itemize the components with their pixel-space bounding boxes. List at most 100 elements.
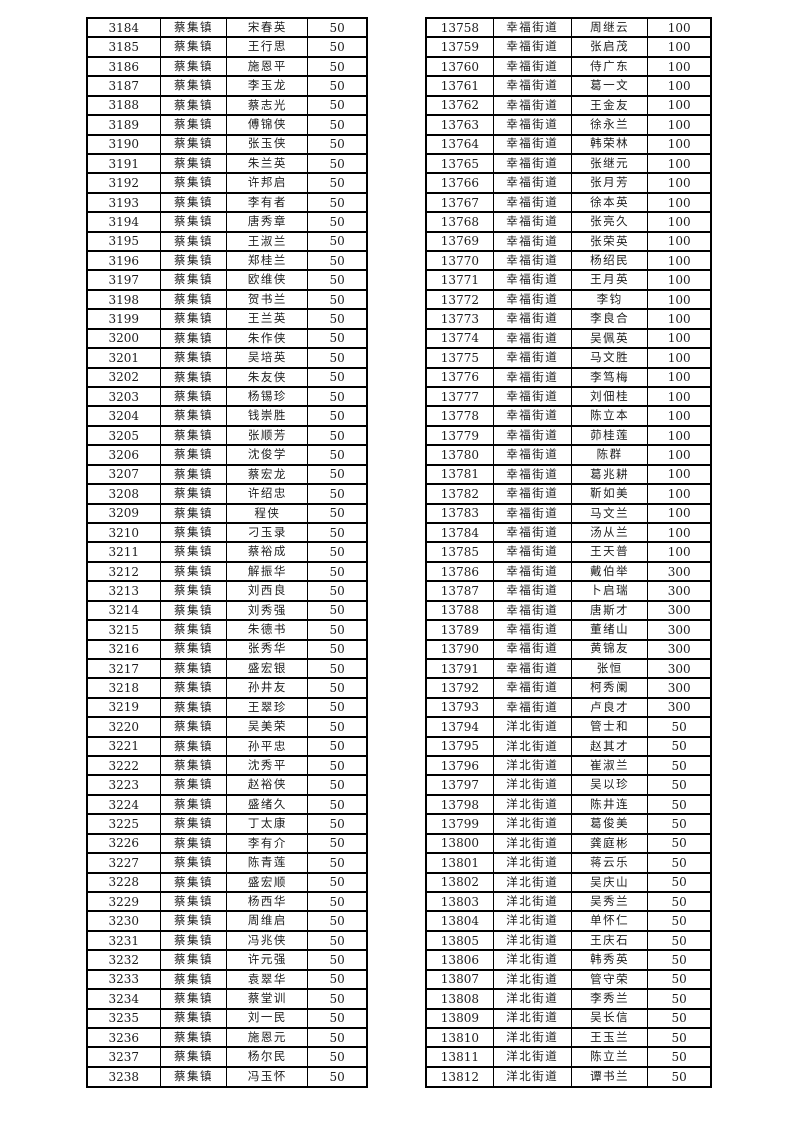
cell-name: 冯玉怀 bbox=[226, 1065, 309, 1089]
cell-serial: 3189 bbox=[86, 114, 161, 136]
cell-amount: 50 bbox=[307, 405, 368, 427]
cell-serial: 3215 bbox=[86, 619, 161, 641]
cell-serial: 3185 bbox=[86, 36, 161, 58]
cell-township: 幸福街道 bbox=[492, 366, 572, 389]
cell-serial: 13788 bbox=[425, 599, 494, 622]
cell-amount: 300 bbox=[647, 638, 712, 660]
cell-township: 幸福街道 bbox=[492, 55, 572, 78]
cell-amount: 50 bbox=[307, 308, 368, 330]
cell-township: 洋北街道 bbox=[492, 910, 572, 932]
cell-serial: 13807 bbox=[425, 968, 494, 991]
cell-township: 幸福街道 bbox=[492, 463, 572, 486]
cell-amount: 100 bbox=[647, 327, 712, 350]
cell-amount: 100 bbox=[647, 133, 712, 155]
table-row: 13788 幸福街道 唐斯才 300 bbox=[425, 599, 712, 622]
cell-township: 幸福街道 bbox=[492, 230, 572, 253]
cell-amount: 50 bbox=[307, 191, 368, 214]
cell-township: 蔡集镇 bbox=[159, 172, 228, 194]
cell-amount: 100 bbox=[647, 211, 712, 233]
cell-township: 幸福街道 bbox=[492, 502, 572, 524]
cell-amount: 100 bbox=[647, 463, 712, 486]
cell-serial: 13772 bbox=[425, 288, 494, 311]
cell-township: 蔡集镇 bbox=[159, 910, 228, 932]
cell-name: 傅锦侠 bbox=[226, 114, 309, 136]
table-row: 13785 幸福街道 王天普 100 bbox=[425, 541, 712, 563]
table-row: 13798 洋北街道 陈井连 50 bbox=[425, 793, 712, 816]
cell-serial: 13760 bbox=[425, 55, 494, 78]
cell-serial: 13762 bbox=[425, 94, 494, 117]
cell-township: 幸福街道 bbox=[492, 696, 572, 719]
cell-name: 张荣英 bbox=[570, 230, 649, 253]
cell-name: 韩秀英 bbox=[570, 949, 649, 971]
cell-name: 蔡宏龙 bbox=[226, 463, 309, 486]
cell-amount: 50 bbox=[307, 424, 368, 447]
cell-name: 王庆石 bbox=[570, 929, 649, 952]
cell-serial: 13758 bbox=[425, 16, 494, 39]
cell-township: 蔡集镇 bbox=[159, 114, 228, 136]
cell-amount: 50 bbox=[647, 968, 712, 991]
table-row: 3233 蔡集镇 袁翠华 50 bbox=[86, 968, 368, 991]
table-row: 13786 幸福街道 戴伯举 300 bbox=[425, 560, 712, 583]
cell-township: 蔡集镇 bbox=[159, 599, 228, 622]
table-row: 3229 蔡集镇 杨西华 50 bbox=[86, 890, 368, 913]
cell-name: 黄锦友 bbox=[570, 638, 649, 660]
table-row: 3192 蔡集镇 许邦启 50 bbox=[86, 172, 368, 194]
cell-amount: 50 bbox=[307, 250, 368, 272]
cell-amount: 100 bbox=[647, 55, 712, 78]
table-row: 3230 蔡集镇 周维启 50 bbox=[86, 910, 368, 932]
cell-name: 单怀仁 bbox=[570, 910, 649, 932]
cell-name: 施恩元 bbox=[226, 1026, 309, 1049]
cell-township: 蔡集镇 bbox=[159, 677, 228, 699]
cell-serial: 13785 bbox=[425, 541, 494, 563]
cell-amount: 50 bbox=[647, 1007, 712, 1029]
table-row: 3190 蔡集镇 张玉侠 50 bbox=[86, 133, 368, 155]
cell-township: 幸福街道 bbox=[492, 308, 572, 330]
table-row: 13808 洋北街道 李秀兰 50 bbox=[425, 988, 712, 1010]
cell-name: 王淑兰 bbox=[226, 230, 309, 253]
cell-township: 蔡集镇 bbox=[159, 385, 228, 408]
cell-serial: 3217 bbox=[86, 657, 161, 680]
cell-amount: 100 bbox=[647, 308, 712, 330]
cell-township: 洋北街道 bbox=[492, 813, 572, 835]
table-row: 13781 幸福街道 葛兆耕 100 bbox=[425, 463, 712, 486]
table-row: 3201 蔡集镇 吴培英 50 bbox=[86, 347, 368, 369]
cell-township: 蔡集镇 bbox=[159, 1065, 228, 1089]
cell-amount: 50 bbox=[307, 677, 368, 699]
cell-amount: 50 bbox=[307, 172, 368, 194]
cell-serial: 13791 bbox=[425, 657, 494, 680]
cell-amount: 50 bbox=[647, 929, 712, 952]
cell-serial: 13765 bbox=[425, 152, 494, 175]
cell-serial: 3203 bbox=[86, 385, 161, 408]
cell-township: 幸福街道 bbox=[492, 599, 572, 622]
table-row: 13802 洋北街道 吴庆山 50 bbox=[425, 871, 712, 894]
cell-serial: 13778 bbox=[425, 405, 494, 427]
cell-serial: 3233 bbox=[86, 968, 161, 991]
cell-amount: 50 bbox=[647, 1046, 712, 1068]
cell-serial: 13810 bbox=[425, 1026, 494, 1049]
cell-township: 蔡集镇 bbox=[159, 871, 228, 894]
cell-township: 洋北街道 bbox=[492, 890, 572, 913]
cell-name: 蔡堂训 bbox=[226, 988, 309, 1010]
cell-amount: 50 bbox=[647, 735, 712, 758]
table-row: 3186 蔡集镇 施恩平 50 bbox=[86, 55, 368, 78]
cell-township: 蔡集镇 bbox=[159, 1046, 228, 1068]
cell-township: 蔡集镇 bbox=[159, 832, 228, 855]
cell-name: 赵其才 bbox=[570, 735, 649, 758]
cell-township: 蔡集镇 bbox=[159, 1007, 228, 1029]
cell-township: 幸福街道 bbox=[492, 36, 572, 58]
table-row: 3203 蔡集镇 杨锡珍 50 bbox=[86, 385, 368, 408]
cell-name: 韩荣林 bbox=[570, 133, 649, 155]
cell-name: 王兰英 bbox=[226, 308, 309, 330]
cell-township: 洋北街道 bbox=[492, 793, 572, 816]
table-row: 3211 蔡集镇 蔡裕成 50 bbox=[86, 541, 368, 563]
table-row: 3231 蔡集镇 冯兆侠 50 bbox=[86, 929, 368, 952]
table-row: 3226 蔡集镇 李有介 50 bbox=[86, 832, 368, 855]
cell-township: 蔡集镇 bbox=[159, 269, 228, 291]
cell-amount: 50 bbox=[307, 852, 368, 874]
table-row: 13810 洋北街道 王玉兰 50 bbox=[425, 1026, 712, 1049]
cell-township: 幸福街道 bbox=[492, 405, 572, 427]
cell-serial: 13777 bbox=[425, 385, 494, 408]
cell-name: 陈群 bbox=[570, 444, 649, 466]
cell-serial: 3208 bbox=[86, 483, 161, 505]
cell-serial: 13784 bbox=[425, 521, 494, 544]
